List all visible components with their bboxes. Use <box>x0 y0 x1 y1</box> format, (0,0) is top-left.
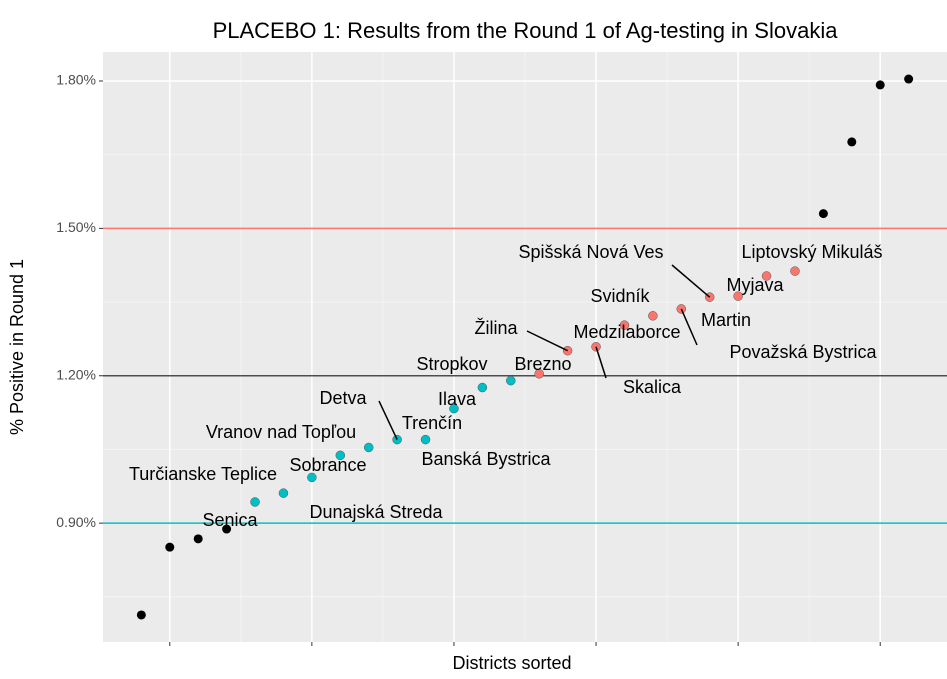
point-label: Žilina <box>474 318 518 338</box>
point <box>307 472 317 483</box>
y-tick-label: 0.90% <box>56 514 96 530</box>
x-axis-title: Districts sorted <box>452 653 571 673</box>
point <box>193 534 203 544</box>
point-label: Myjava <box>726 275 784 295</box>
point <box>250 497 260 507</box>
point-label: Svidník <box>590 286 650 306</box>
point-label: Vranov nad Topľou <box>206 422 356 442</box>
point <box>875 80 885 90</box>
leader-line <box>595 346 607 379</box>
point-label: Skalica <box>623 377 682 397</box>
point <box>534 369 544 379</box>
point <box>818 209 828 219</box>
point <box>420 434 431 445</box>
point <box>136 610 146 620</box>
point <box>790 266 800 276</box>
leader-line <box>680 308 698 346</box>
point-label: Detva <box>319 388 367 408</box>
point <box>847 137 857 147</box>
point <box>506 375 516 386</box>
y-axis-title: % Positive in Round 1 <box>7 259 27 435</box>
point-label: Dunajská Streda <box>309 502 443 522</box>
point <box>222 524 232 534</box>
point <box>619 320 630 330</box>
point-label: Martin <box>701 310 751 330</box>
point-label: Turčianske Teplice <box>129 464 277 484</box>
point <box>165 542 175 552</box>
point <box>278 488 289 498</box>
point-label: Považská Bystrica <box>729 342 877 362</box>
point-label: Spišská Nová Ves <box>518 242 663 262</box>
chart-title: PLACEBO 1: Results from the Round 1 of A… <box>213 18 839 43</box>
point <box>449 403 459 414</box>
point <box>648 311 658 321</box>
y-tick-label: 1.20% <box>56 366 96 382</box>
point <box>335 450 346 461</box>
point-label: Senica <box>202 510 258 530</box>
y-tick-label: 1.80% <box>56 72 96 88</box>
point <box>477 382 488 393</box>
point-label: Stropkov <box>416 354 487 374</box>
leader-line <box>378 400 398 440</box>
point <box>733 291 743 301</box>
y-tick-label: 1.50% <box>56 219 96 235</box>
point-label: Sobrance <box>289 455 366 475</box>
point-label: Medzilaborce <box>573 322 680 342</box>
point-label: Banská Bystrica <box>421 449 551 469</box>
leader-line <box>526 330 568 352</box>
leader-line <box>671 264 711 298</box>
point-label: Liptovský Mikuláš <box>741 242 882 262</box>
point-label: Trenčín <box>402 413 462 433</box>
point <box>761 271 772 281</box>
point-label: Brezno <box>514 354 571 374</box>
point <box>904 74 914 84</box>
point <box>363 442 374 453</box>
point-label: Ilava <box>438 389 477 409</box>
